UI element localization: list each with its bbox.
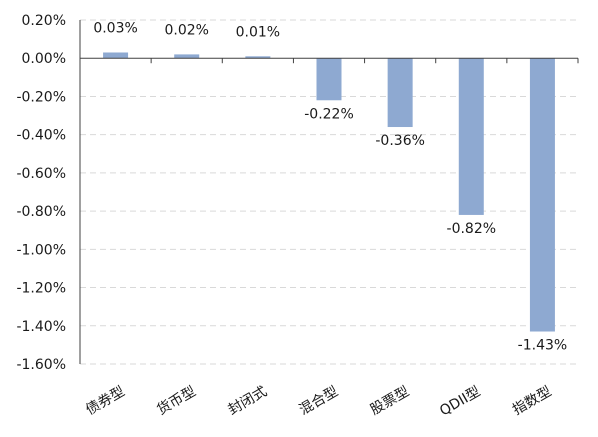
y-tick-label: -0.20% (16, 89, 66, 105)
y-tick-label: -0.40% (16, 128, 66, 144)
category-label: 货币型 (154, 383, 199, 419)
grid-lines (80, 19, 578, 365)
y-tick-label: 0.20% (22, 13, 66, 29)
data-label: -0.22% (304, 106, 354, 122)
category-label: 债券型 (83, 384, 127, 419)
y-tick-label: -1.00% (16, 242, 66, 258)
data-label: -0.36% (375, 133, 425, 149)
y-tick-label: -1.20% (16, 281, 66, 297)
y-tick-label: -0.80% (16, 204, 66, 220)
y-tick-label: 0.00% (22, 51, 66, 67)
bar (174, 54, 200, 59)
bar (316, 58, 342, 101)
category-label: 股票型 (368, 384, 412, 419)
data-label: -1.43% (518, 338, 568, 354)
y-tick-label: -1.40% (16, 319, 66, 335)
y-tick-labels: 0.20% 0.00% -0.20% -0.40% -0.60% -0.80% -1.00%… (16, 13, 66, 373)
y-tick-label: -0.60% (16, 166, 66, 182)
data-labels: 0.03% 0.02% 0.01% -0.22% -0.36% -0.82% -1.43% (93, 20, 567, 353)
bar (103, 52, 129, 59)
bar (245, 56, 271, 59)
data-label: 0.03% (93, 20, 137, 36)
bar (387, 58, 413, 128)
data-label: 0.01% (236, 24, 280, 40)
axes (79, 20, 579, 364)
category-label: 混合型 (297, 384, 341, 419)
category-label: 指数型 (510, 384, 554, 419)
data-label: 0.02% (164, 22, 208, 38)
y-tick-label: -1.60% (16, 357, 66, 373)
bar (529, 58, 555, 332)
category-label: QDII型 (437, 384, 483, 420)
x-category-labels: 债券型 货币型 封闭式 混合型 股票型 QDII型 指数型 (83, 383, 554, 420)
data-label: -0.82% (447, 221, 497, 237)
bar (458, 58, 484, 215)
category-label: 封闭式 (225, 384, 269, 419)
bars (103, 52, 555, 332)
